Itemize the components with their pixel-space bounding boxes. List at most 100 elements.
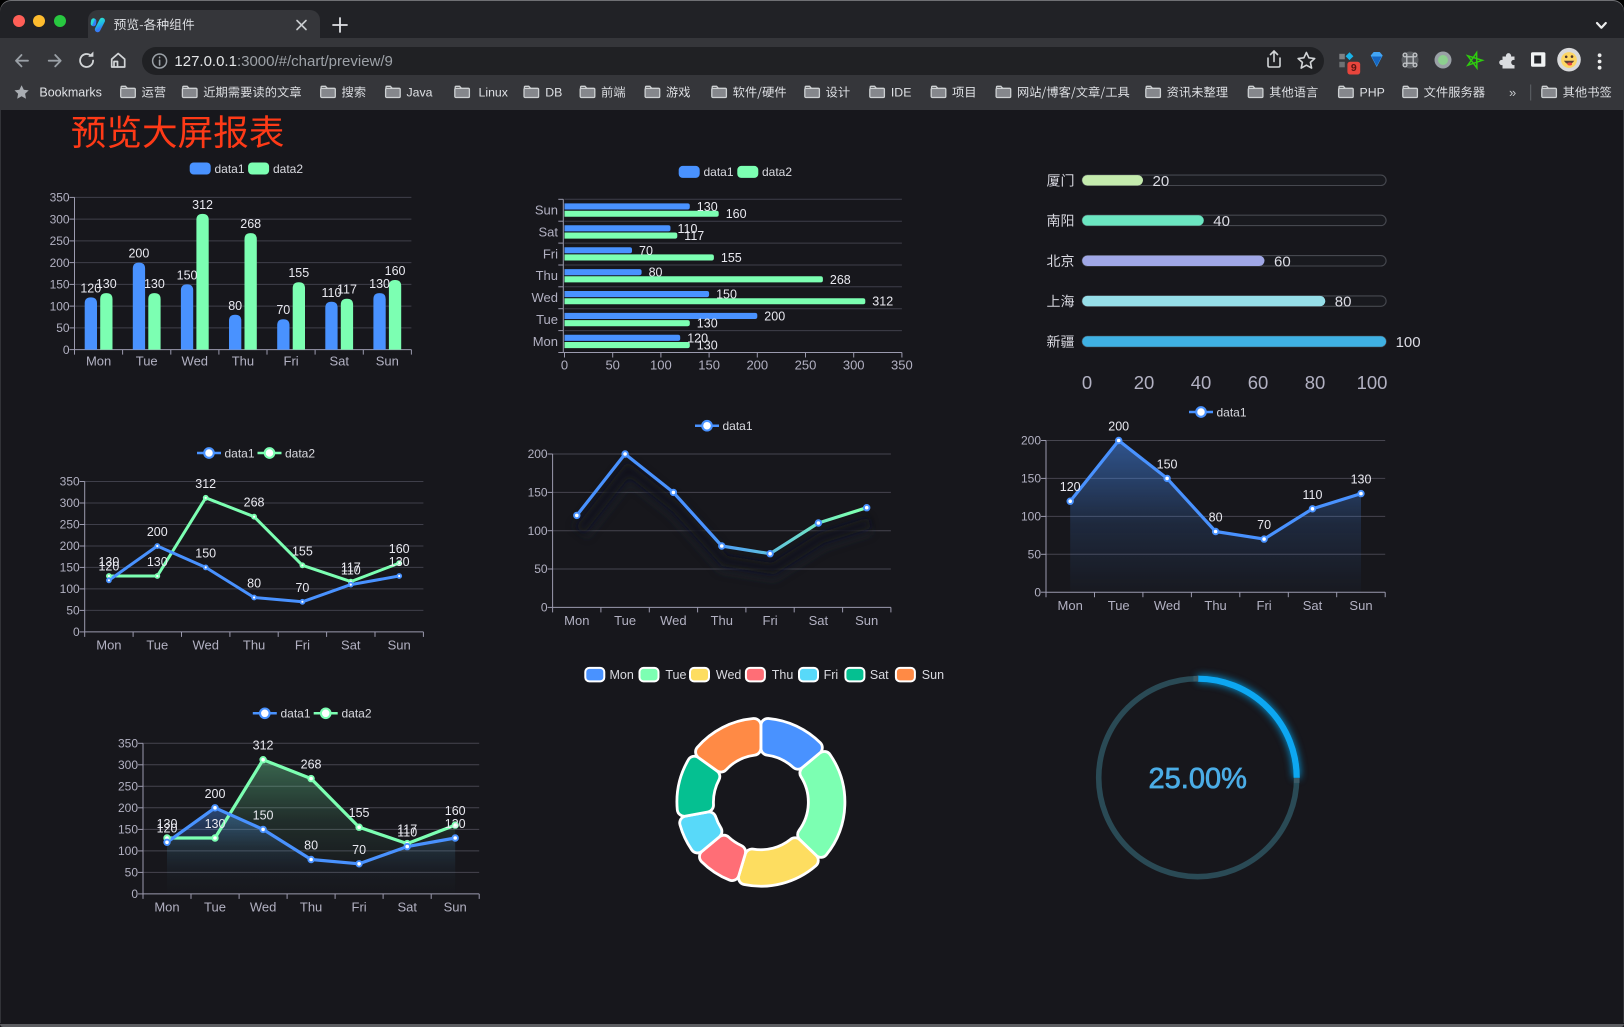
svg-text:100: 100 <box>60 582 80 596</box>
svg-text:350: 350 <box>118 737 138 751</box>
svg-text:130: 130 <box>205 817 226 831</box>
svg-text:150: 150 <box>118 823 138 837</box>
svg-text:data1: data1 <box>225 446 255 460</box>
svg-text:80: 80 <box>1305 372 1326 393</box>
svg-text:150: 150 <box>60 561 80 575</box>
svg-text:Tue: Tue <box>536 312 558 327</box>
svg-text:110: 110 <box>1303 488 1323 502</box>
svg-text:Mon: Mon <box>610 668 634 682</box>
svg-text:130: 130 <box>697 317 718 331</box>
svg-text:Sun: Sun <box>855 613 878 628</box>
svg-text:117: 117 <box>684 229 704 243</box>
svg-text:Fri: Fri <box>1257 598 1272 613</box>
svg-text:117: 117 <box>337 283 357 297</box>
svg-text:70: 70 <box>1257 518 1271 532</box>
svg-text:Sat: Sat <box>329 354 349 369</box>
svg-text:60: 60 <box>1274 253 1291 270</box>
svg-text:80: 80 <box>1335 294 1352 311</box>
svg-text:70: 70 <box>276 303 290 317</box>
svg-text:150: 150 <box>1021 472 1041 486</box>
svg-text:268: 268 <box>244 496 265 510</box>
svg-text:200: 200 <box>118 801 138 815</box>
svg-text:50: 50 <box>66 604 80 618</box>
svg-text:Tue: Tue <box>614 613 636 628</box>
svg-text:80: 80 <box>1209 511 1223 525</box>
svg-text:120: 120 <box>1060 480 1081 494</box>
svg-text:0: 0 <box>63 343 70 357</box>
svg-text:117: 117 <box>397 823 417 837</box>
svg-text:110: 110 <box>397 826 417 840</box>
svg-text:20: 20 <box>1134 372 1155 393</box>
svg-text:40: 40 <box>1213 213 1230 230</box>
svg-text:200: 200 <box>128 247 149 261</box>
svg-text:100: 100 <box>1357 372 1388 393</box>
svg-text:DB: DB <box>545 86 562 100</box>
svg-text:150: 150 <box>698 358 720 373</box>
svg-text:Bookmarks: Bookmarks <box>39 86 102 100</box>
svg-text:20: 20 <box>1153 173 1170 190</box>
svg-text:Sat: Sat <box>809 613 829 628</box>
svg-text:50: 50 <box>605 358 619 373</box>
svg-text:Fri: Fri <box>352 899 367 914</box>
svg-text:data2: data2 <box>285 446 315 460</box>
svg-text:Sat: Sat <box>341 637 361 652</box>
svg-text:130: 130 <box>157 817 178 831</box>
svg-text:130: 130 <box>389 555 410 569</box>
svg-text:Sun: Sun <box>922 668 944 682</box>
svg-text:Wed: Wed <box>660 613 687 628</box>
svg-text:150: 150 <box>1157 457 1178 471</box>
svg-text:155: 155 <box>288 266 309 280</box>
svg-text:80: 80 <box>228 299 242 313</box>
svg-text:200: 200 <box>50 256 70 270</box>
svg-text:60: 60 <box>1248 372 1269 393</box>
svg-text:Tue: Tue <box>146 637 168 652</box>
svg-text:Thu: Thu <box>232 354 254 369</box>
svg-text:Sun: Sun <box>535 203 558 218</box>
svg-text:Tue: Tue <box>665 668 686 682</box>
svg-text:117: 117 <box>341 561 361 575</box>
svg-text:300: 300 <box>843 358 865 373</box>
svg-text:0: 0 <box>541 601 548 615</box>
svg-text:300: 300 <box>60 496 80 510</box>
svg-text:IDE: IDE <box>891 86 912 100</box>
svg-text:130: 130 <box>147 555 168 569</box>
svg-text:data1: data1 <box>1217 405 1247 419</box>
svg-text:Java: Java <box>407 86 433 100</box>
svg-text:130: 130 <box>144 277 165 291</box>
svg-text:120: 120 <box>157 821 178 835</box>
svg-text:268: 268 <box>240 217 261 231</box>
svg-text:100: 100 <box>650 358 672 373</box>
svg-text:80: 80 <box>304 839 318 853</box>
svg-text:312: 312 <box>195 477 216 491</box>
svg-text:Thu: Thu <box>1204 598 1226 613</box>
svg-text:Wed: Wed <box>532 290 559 305</box>
svg-text:130: 130 <box>445 817 466 831</box>
svg-text:150: 150 <box>177 268 198 282</box>
svg-text:150: 150 <box>716 288 737 302</box>
svg-text:Wed: Wed <box>250 899 277 914</box>
svg-text:268: 268 <box>830 273 851 287</box>
svg-text:data1: data1 <box>215 162 245 176</box>
svg-text:350: 350 <box>60 475 80 489</box>
svg-text:data1: data1 <box>704 165 734 179</box>
svg-text:130: 130 <box>697 200 718 214</box>
svg-text:Fri: Fri <box>295 637 310 652</box>
svg-text:Tue: Tue <box>204 899 226 914</box>
svg-text:Thu: Thu <box>772 668 794 682</box>
svg-text:150: 150 <box>50 278 70 292</box>
svg-text:80: 80 <box>247 577 261 591</box>
svg-text:Thu: Thu <box>243 637 265 652</box>
svg-text:25.00%: 25.00% <box>1149 763 1247 795</box>
svg-text:Sat: Sat <box>538 224 558 239</box>
svg-text:Wed: Wed <box>192 637 219 652</box>
svg-text:Wed: Wed <box>1154 598 1181 613</box>
svg-text:50: 50 <box>534 562 548 576</box>
svg-text:40: 40 <box>1191 372 1212 393</box>
svg-text:Mon: Mon <box>564 613 589 628</box>
svg-text:Fri: Fri <box>543 246 558 261</box>
svg-text:155: 155 <box>721 251 742 265</box>
svg-text:Linux: Linux <box>479 86 509 100</box>
svg-text:160: 160 <box>385 264 406 278</box>
svg-text:150: 150 <box>253 808 274 822</box>
svg-text:Fri: Fri <box>824 668 839 682</box>
